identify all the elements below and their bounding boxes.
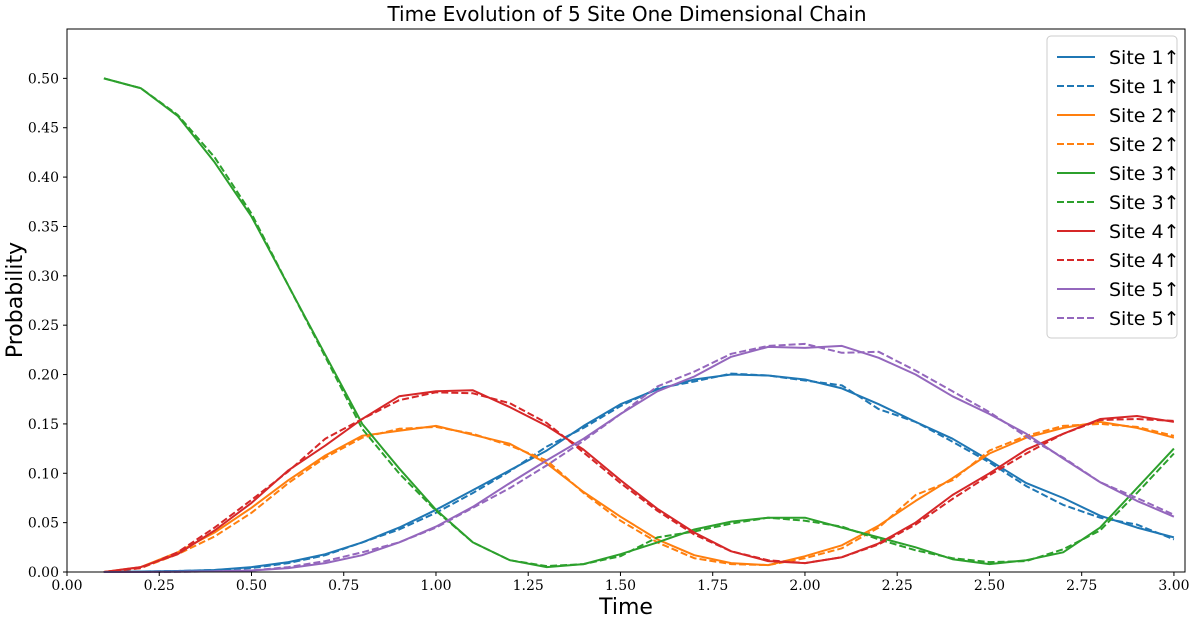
y-axis-label: Probability <box>3 242 28 358</box>
x-tick-label: 2.00 <box>789 578 820 594</box>
series-line-6 <box>103 77 1175 568</box>
x-tick-label: 1.25 <box>513 578 544 594</box>
series-line-8 <box>103 391 1174 573</box>
x-tick-label: 3.00 <box>1158 578 1189 594</box>
x-tick-label: 2.75 <box>1066 578 1097 594</box>
legend-label: Site 4↑ <box>1109 221 1180 243</box>
chart-title: Time Evolution of 5 Site One Dimensional… <box>386 2 866 26</box>
legend-label: Site 4↑ <box>1109 250 1180 272</box>
x-axis-label: Time <box>598 595 653 620</box>
series-line-4 <box>103 422 1175 573</box>
plot-lines <box>103 77 1175 573</box>
series-line-2 <box>103 372 1175 573</box>
x-tick-label: 1.00 <box>420 578 451 594</box>
x-tick-label: 0.25 <box>144 578 175 594</box>
legend-box <box>1046 35 1178 339</box>
series-line-3 <box>103 420 1175 573</box>
x-tick-label: 2.25 <box>882 578 913 594</box>
x-tick-label: 2.50 <box>974 578 1005 594</box>
x-tick-label: 1.50 <box>605 578 636 594</box>
legend: Site 1↑ Site 1↑ Site 2↑ Site 2↑ Site 3↑ Site … <box>1046 35 1180 339</box>
legend-label: Site 2↑ <box>1109 105 1180 127</box>
x-tick-label: 0.75 <box>328 578 359 594</box>
y-axis: 0.00 0.05 0.10 0.15 0.20 0.25 0.30 0.35 0.40 0.45… <box>28 71 67 581</box>
y-tick-label: 0.35 <box>28 219 59 235</box>
y-tick-label: 0.20 <box>28 368 59 384</box>
y-tick-label: 0.00 <box>28 565 59 581</box>
y-tick-label: 0.40 <box>28 170 59 186</box>
legend-label: Site 5↑ <box>1109 279 1180 301</box>
y-tick-label: 0.50 <box>28 71 59 87</box>
legend-label: Site 3↑ <box>1109 163 1180 185</box>
x-tick-label: 0.00 <box>51 578 82 594</box>
legend-label: Site 1↑ <box>1109 76 1180 98</box>
legend-label: Site 1↑ <box>1109 47 1180 69</box>
x-tick-label: 0.50 <box>236 578 267 594</box>
y-tick-label: 0.45 <box>28 121 59 137</box>
x-tick-label: 1.75 <box>697 578 728 594</box>
y-tick-label: 0.30 <box>28 269 59 285</box>
series-line-10 <box>103 342 1175 573</box>
x-axis: 0.00 0.25 0.50 0.75 1.00 1.25 1.50 1.75 2.00 2.25… <box>51 572 1190 594</box>
legend-label: Site 2↑ <box>1109 134 1180 156</box>
y-tick-label: 0.05 <box>28 516 59 532</box>
series-line-1 <box>103 373 1175 573</box>
plot-frame <box>66 28 1186 573</box>
legend-label: Site 3↑ <box>1109 192 1180 214</box>
y-tick-label: 0.15 <box>28 417 59 433</box>
series-line-7 <box>103 389 1175 573</box>
legend-label: Site 5↑ <box>1109 308 1180 330</box>
y-tick-label: 0.25 <box>28 318 59 334</box>
y-tick-label: 0.10 <box>28 466 59 482</box>
